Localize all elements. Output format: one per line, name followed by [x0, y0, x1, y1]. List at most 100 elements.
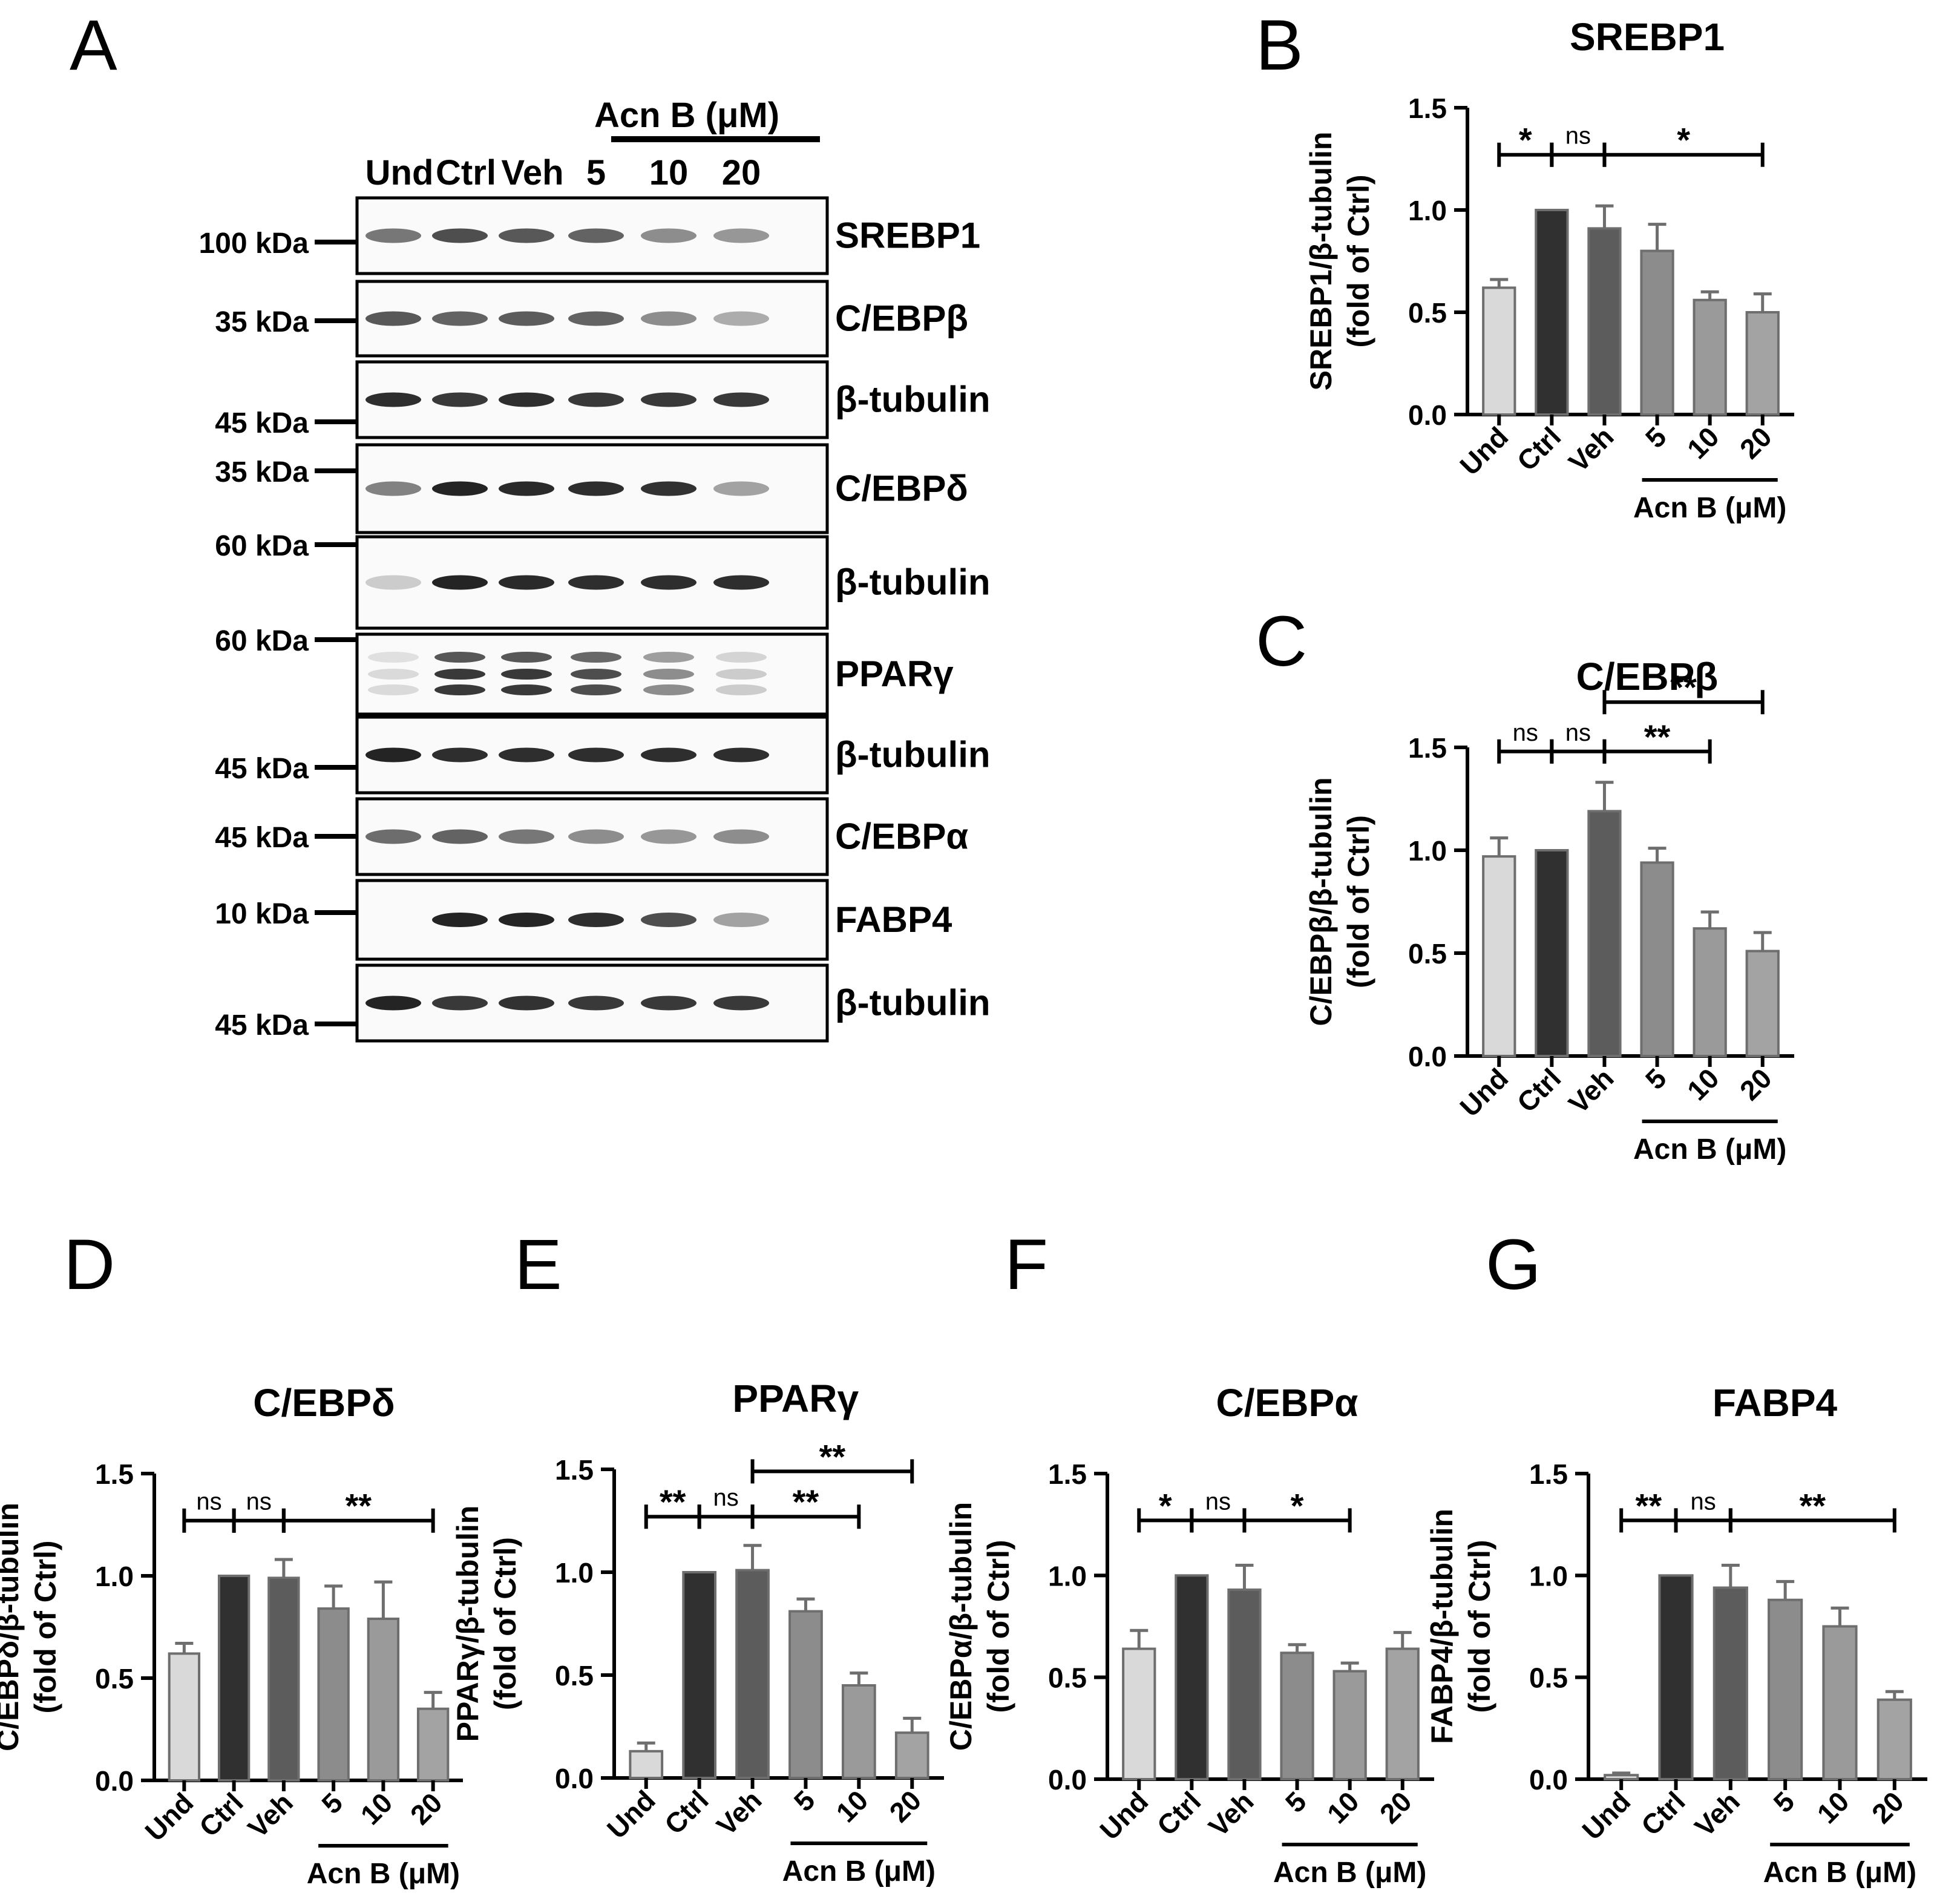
blot-band: [499, 392, 554, 407]
x-tick-label: 10: [1681, 1062, 1725, 1106]
blot-strip: β-tubulin 45 kDa: [215, 963, 991, 1043]
bar-Und: [1604, 1774, 1639, 1780]
x-tick-label: 10: [1321, 1785, 1365, 1829]
blot-band: [365, 995, 421, 1011]
blot-band: [432, 995, 488, 1011]
x-tick-label: 5: [1279, 1785, 1313, 1819]
blot-band: [641, 995, 696, 1011]
y-tick-label: 1.0: [1408, 195, 1447, 226]
significance-label: **: [345, 1487, 372, 1525]
y-label-line1: FABP4/β-tubulin: [1425, 1509, 1459, 1744]
blot-band: [713, 481, 769, 496]
panel-letter: C: [1256, 602, 1307, 681]
blot-band: [432, 228, 488, 243]
x-tick-label-group: 5: [1639, 1062, 1673, 1095]
x-group-label: Acn B (μM): [1763, 1857, 1916, 1889]
y-tick-label: 1.5: [1408, 93, 1447, 124]
x-tick-label-group: 5: [1767, 1785, 1800, 1819]
bar-Und: [168, 1652, 201, 1782]
blot-band: [434, 652, 485, 663]
y-tick-label: 1.0: [1529, 1560, 1568, 1592]
x-tick-label: 20: [883, 1784, 927, 1828]
y-tick-label: 1.5: [1048, 1458, 1087, 1490]
y-tick-label: 0.5: [95, 1663, 134, 1694]
x-tick-label: Und: [1576, 1785, 1636, 1846]
panel-letter: A: [70, 5, 117, 85]
x-group-label: Acn B (μM): [307, 1858, 460, 1890]
significance-label: *: [1519, 121, 1532, 159]
y-tick-label: 1.5: [95, 1458, 134, 1490]
blot-band: [641, 747, 696, 763]
blot-band: [432, 481, 488, 496]
y-label-line2: (fold of Ctrl): [28, 1540, 62, 1713]
x-group-label: Acn B (μM): [1273, 1857, 1426, 1889]
blot-band: [713, 228, 769, 243]
x-tick-label-group: Und: [1454, 1062, 1514, 1123]
blot-band: [568, 311, 624, 326]
significance-label: ns: [246, 1489, 272, 1515]
y-axis-label: FABP4/β-tubulin (fold of Ctrl): [1425, 1509, 1496, 1744]
blot-band: [713, 311, 769, 326]
mw-marker-label: 35 kDa: [215, 306, 309, 338]
x-tick-label: Und: [1454, 1062, 1514, 1123]
x-tick-label: Und: [601, 1784, 661, 1845]
bar-5: [317, 1607, 350, 1782]
blot-band: [713, 747, 769, 763]
chart-title: C/EBPδ: [253, 1381, 395, 1425]
x-tick-label: 10: [355, 1786, 399, 1831]
y-tick-label: 0.0: [95, 1765, 134, 1797]
treatment-label: Acn B (μM): [594, 96, 779, 135]
blot-band: [641, 829, 696, 844]
x-tick-label-group: 20: [883, 1784, 927, 1828]
protein-label: C/EBPδ: [835, 468, 968, 509]
x-tick-label: Und: [139, 1786, 199, 1847]
x-tick-label-group: Veh: [1202, 1785, 1260, 1843]
bar-Veh: [1227, 1588, 1262, 1780]
blot-strip: FABP4 10 kDa: [215, 879, 952, 961]
significance-label: ns: [713, 1484, 738, 1511]
blot-band: [365, 228, 421, 243]
x-tick-label-group: Und: [601, 1784, 661, 1845]
bar-5: [1640, 249, 1674, 416]
lane-label: 10: [649, 153, 689, 192]
bar-chart-E: PPARγ 0.0 0.5 1.0 1.5 PPARγ/β-tubulin (fold of…: [451, 1377, 944, 1888]
bar-chart-G: FABP4 0.0 0.5 1.0 1.5 FABP4/β-tubulin (fold of…: [1425, 1381, 1927, 1889]
x-group-label: Acn B (μM): [782, 1855, 936, 1888]
blot-band: [716, 669, 767, 680]
blot-band: [432, 829, 488, 844]
y-tick-label: 1.0: [1048, 1560, 1087, 1592]
significance-label: *: [1291, 1486, 1304, 1524]
bar-20: [1745, 949, 1780, 1057]
y-tick-label: 0.5: [1529, 1662, 1568, 1694]
lane-label: 5: [586, 153, 606, 192]
blot-band: [499, 995, 554, 1011]
y-label-line2: (fold of Ctrl): [982, 1540, 1015, 1713]
mw-marker-label: 100 kDa: [199, 228, 309, 260]
x-tick-label-group: Veh: [241, 1786, 299, 1844]
blot-band: [716, 652, 767, 663]
protein-label: β-tubulin: [835, 379, 991, 420]
blot-band: [499, 575, 554, 590]
significance-label: *: [1677, 121, 1690, 159]
significance-label: ns: [1513, 720, 1538, 746]
x-tick-label-group: Ctrl: [193, 1786, 249, 1843]
protein-label: β-tubulin: [835, 983, 991, 1023]
blot-band: [365, 747, 421, 763]
x-tick-label-group: Ctrl: [1511, 421, 1567, 477]
blot-band: [365, 829, 421, 844]
blot-band: [568, 913, 624, 927]
chart-title: FABP4: [1713, 1381, 1838, 1425]
blot-band: [641, 913, 696, 927]
x-tick-label: Veh: [1562, 421, 1620, 478]
x-tick-label-group: 5: [315, 1786, 349, 1820]
blot-band: [501, 684, 552, 695]
x-tick-label-group: 20: [1734, 421, 1778, 465]
panel-letter: B: [1256, 5, 1303, 85]
x-tick-label-group: 10: [830, 1784, 874, 1828]
bar-Ctrl: [1658, 1574, 1694, 1780]
x-tick-label-group: 5: [1639, 421, 1673, 454]
blot-band: [641, 311, 696, 326]
y-tick-label: 0.5: [1408, 297, 1447, 329]
blot-band: [568, 747, 624, 763]
